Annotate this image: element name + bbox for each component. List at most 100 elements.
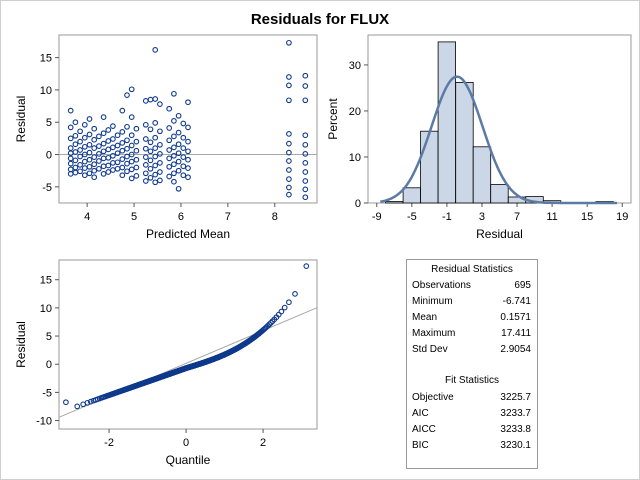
stat-label: Objective [412, 392, 454, 403]
histogram-bar [385, 201, 404, 204]
stat-row: AIC 3233.7 [407, 408, 537, 422]
plot-frame [58, 259, 318, 430]
fit-stats-title: Fit Statistics [445, 375, 499, 386]
data-point [302, 141, 309, 148]
y-tick-label: 10 [349, 152, 361, 164]
data-point [166, 125, 173, 131]
stat-row: Minimum -6.741 [407, 296, 537, 310]
stat-value: 695 [514, 280, 531, 291]
data-point [100, 148, 107, 155]
data-point [114, 159, 121, 166]
data-point [119, 147, 126, 154]
data-point [147, 126, 154, 133]
data-point [72, 119, 79, 126]
data-point [72, 169, 79, 176]
data-point [142, 98, 149, 104]
y-tick-label: 15 [40, 275, 52, 287]
data-point [96, 158, 102, 164]
qq-point [265, 322, 271, 329]
data-point [147, 157, 154, 164]
data-point [91, 174, 98, 181]
data-point [114, 165, 121, 172]
y-tick-label: 10 [40, 303, 52, 315]
stat-row: Mean 0.1571 [407, 312, 537, 326]
data-point [110, 144, 116, 151]
data-point [67, 145, 74, 151]
stat-value: -6.741 [502, 296, 531, 307]
data-point [286, 149, 292, 156]
data-point [77, 168, 83, 175]
data-point [185, 138, 191, 145]
data-point [114, 132, 121, 139]
data-point [105, 169, 112, 175]
data-point [171, 161, 177, 168]
y-axis-label: Percent [326, 98, 340, 140]
data-point [171, 133, 177, 140]
stat-value: 17.411 [501, 328, 531, 339]
data-point [302, 186, 309, 193]
histogram-bar [437, 41, 457, 204]
data-point [91, 125, 98, 132]
data-point [133, 173, 140, 179]
data-point [152, 179, 159, 186]
x-tick-label: 3 [479, 211, 485, 223]
data-point [77, 153, 83, 160]
data-point [105, 162, 112, 169]
data-point [124, 137, 130, 144]
x-tick-label: 7 [514, 211, 520, 223]
data-point [91, 136, 98, 143]
data-point [147, 174, 154, 181]
data-point [114, 142, 121, 149]
x-axis-label: Quantile [166, 453, 211, 467]
x-tick-label: 2 [260, 437, 266, 449]
histogram-bar [472, 146, 492, 204]
data-point [152, 145, 159, 151]
data-point [302, 194, 309, 201]
data-point [77, 147, 83, 153]
data-point [180, 172, 187, 179]
data-point [119, 107, 126, 114]
data-point [171, 152, 177, 159]
data-point [302, 178, 309, 184]
data-point [302, 83, 309, 89]
data-point [180, 134, 187, 141]
data-point [81, 151, 88, 158]
data-point [100, 155, 107, 162]
data-point [91, 145, 98, 151]
data-point [81, 172, 88, 179]
data-point [100, 140, 107, 147]
data-point [152, 153, 159, 160]
data-point [110, 123, 116, 129]
x-tick-label: -1 [442, 211, 452, 223]
histogram-bar [420, 130, 439, 204]
y-tick-label: 5 [46, 117, 52, 129]
data-point [119, 156, 126, 162]
data-point [185, 124, 191, 131]
data-point [128, 86, 135, 93]
y-tick-label: 0 [355, 198, 361, 210]
data-point [72, 149, 79, 155]
stat-value: 3230.1 [500, 440, 531, 451]
data-point [128, 114, 135, 120]
data-point [166, 173, 173, 180]
data-point [302, 151, 309, 157]
data-point [185, 99, 191, 106]
x-tick-label: 8 [272, 211, 278, 223]
x-tick-label: -9 [372, 211, 382, 223]
stat-label: AIC [412, 408, 429, 419]
y-tick-label: 5 [46, 331, 52, 343]
data-point [133, 125, 140, 132]
data-point [110, 136, 116, 142]
data-point [180, 154, 187, 160]
x-tick-label: 0 [183, 437, 189, 449]
data-point [286, 176, 292, 182]
data-point [119, 129, 126, 135]
data-point [114, 150, 121, 157]
stat-row: Std Dev 2.9054 [407, 344, 537, 358]
data-point [152, 134, 159, 141]
qq-point [74, 403, 81, 410]
data-point [124, 145, 130, 152]
data-point [157, 177, 163, 184]
data-point [96, 165, 102, 172]
